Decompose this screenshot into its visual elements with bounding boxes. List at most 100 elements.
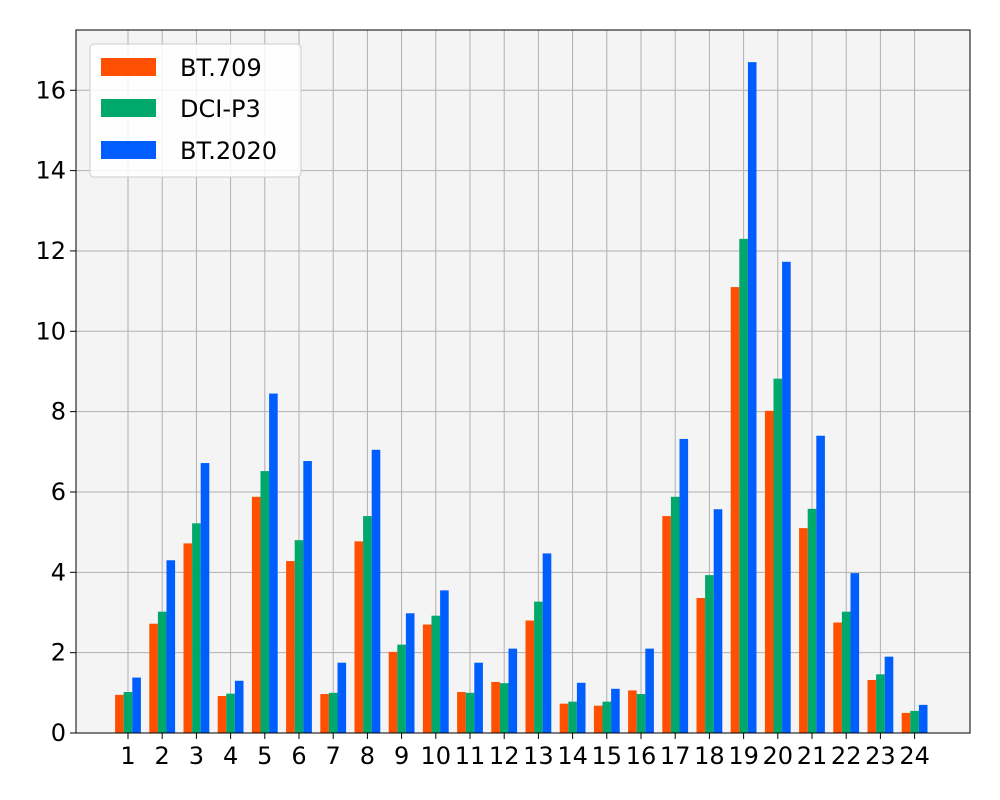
x-tick-label: 10 xyxy=(421,742,452,770)
x-tick-label: 6 xyxy=(291,742,306,770)
bar xyxy=(234,680,244,733)
bar xyxy=(713,509,723,733)
bar xyxy=(115,694,124,733)
x-tick-label: 5 xyxy=(257,742,272,770)
y-tick-label: 12 xyxy=(35,237,66,265)
y-tick-label: 0 xyxy=(51,719,66,747)
bar xyxy=(841,611,851,733)
bar xyxy=(739,238,748,734)
bar xyxy=(593,705,603,733)
legend-swatch-dcip3 xyxy=(101,99,156,117)
y-tick-label: 8 xyxy=(51,398,66,426)
bar xyxy=(807,508,817,733)
bar xyxy=(816,435,825,733)
bar xyxy=(260,471,270,733)
bar xyxy=(465,692,475,733)
bar xyxy=(628,690,637,733)
bar xyxy=(611,688,620,733)
bar xyxy=(132,677,141,733)
plot-frame xyxy=(75,29,971,734)
bar xyxy=(867,679,877,733)
bar xyxy=(269,393,278,733)
x-tick-label: 4 xyxy=(223,742,238,770)
x-tick-label: 19 xyxy=(728,742,759,770)
bar xyxy=(901,712,911,733)
bar xyxy=(730,287,740,733)
bar xyxy=(696,598,706,733)
bar xyxy=(371,449,381,733)
legend-swatch-bt709 xyxy=(101,58,156,76)
bar xyxy=(405,613,415,733)
bar xyxy=(294,540,304,733)
bar xyxy=(491,681,500,733)
y-tick-label: 14 xyxy=(35,157,66,185)
y-tick-label: 6 xyxy=(51,478,66,506)
x-tick-label: 23 xyxy=(865,742,896,770)
legend: BT.709 DCI-P3 BT.2020 xyxy=(89,43,302,178)
x-tick-label: 12 xyxy=(489,742,520,770)
bar xyxy=(773,378,783,733)
bar xyxy=(799,528,808,733)
bar xyxy=(542,553,552,733)
series-bt2020 xyxy=(132,62,928,733)
bar xyxy=(226,693,235,733)
bar xyxy=(474,662,483,733)
x-tick-label: 3 xyxy=(189,742,204,770)
bar xyxy=(705,575,714,733)
legend-label-dcip3: DCI-P3 xyxy=(180,95,261,123)
bar xyxy=(123,692,133,733)
y-axis: 0 2 4 6 8 10 12 14 16 xyxy=(35,76,76,747)
legend-label-bt2020: BT.2020 xyxy=(180,137,277,165)
bar xyxy=(850,573,860,733)
x-tick-label: 7 xyxy=(326,742,341,770)
legend-label-bt709: BT.709 xyxy=(180,54,262,82)
series-bt709 xyxy=(115,287,911,733)
bar xyxy=(337,662,347,733)
bar xyxy=(200,463,210,733)
bar xyxy=(166,560,176,733)
x-tick-label: 16 xyxy=(626,742,657,770)
bar xyxy=(440,590,449,733)
bar xyxy=(576,682,586,733)
x-tick-label: 20 xyxy=(763,742,794,770)
bar xyxy=(457,692,466,733)
x-tick-label: 1 xyxy=(120,742,135,770)
bar xyxy=(431,615,441,733)
bar xyxy=(782,261,791,733)
bar xyxy=(363,516,372,733)
bar xyxy=(286,561,295,733)
bar xyxy=(192,523,201,733)
bar xyxy=(764,410,774,733)
x-tick-label: 15 xyxy=(592,742,623,770)
x-tick-label: 13 xyxy=(523,742,554,770)
y-tick-label: 16 xyxy=(35,76,66,104)
x-tick-label: 21 xyxy=(797,742,828,770)
series-dcip3 xyxy=(123,238,919,734)
bar xyxy=(833,622,842,733)
x-tick-label: 8 xyxy=(360,742,375,770)
x-tick-label: 11 xyxy=(455,742,486,770)
bar xyxy=(157,611,167,733)
y-tick-label: 10 xyxy=(35,317,66,345)
bar xyxy=(251,496,261,733)
y-tick-label: 2 xyxy=(51,639,66,667)
bar xyxy=(636,694,646,733)
bar xyxy=(918,704,928,733)
bar xyxy=(910,710,919,733)
bar xyxy=(508,648,518,733)
x-tick-label: 18 xyxy=(694,742,725,770)
bar xyxy=(662,516,671,733)
bar xyxy=(499,683,509,733)
bar xyxy=(354,541,364,733)
bar xyxy=(568,701,577,733)
bar xyxy=(320,694,329,733)
bar xyxy=(670,496,680,733)
bar xyxy=(602,701,612,733)
x-tick-label: 14 xyxy=(557,742,588,770)
bar xyxy=(884,656,894,733)
bar xyxy=(422,624,432,733)
bar xyxy=(534,601,543,733)
x-tick-label: 22 xyxy=(831,742,862,770)
legend-swatch-bt2020 xyxy=(101,141,156,159)
x-tick-label: 2 xyxy=(155,742,170,770)
